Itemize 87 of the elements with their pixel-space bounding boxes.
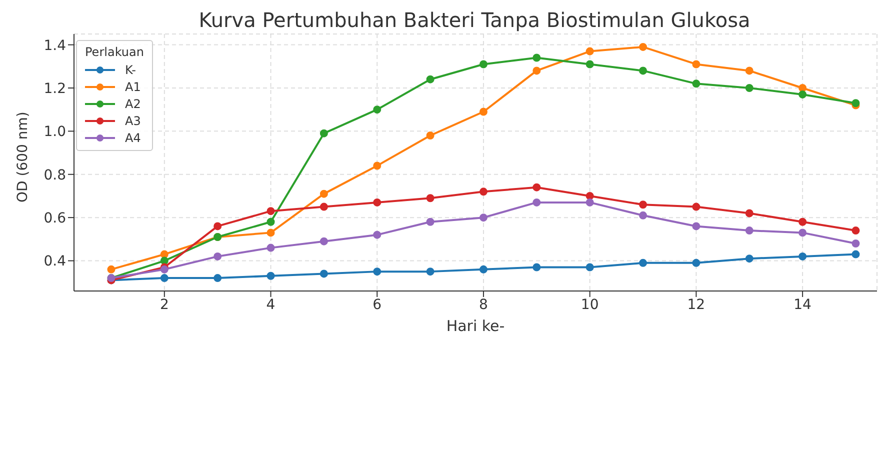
point xyxy=(798,218,807,226)
point xyxy=(160,250,168,258)
chart-title: Kurva Pertumbuhan Bakteri Tanpa Biostimulan Glukosa xyxy=(198,8,752,32)
point xyxy=(479,60,488,68)
point xyxy=(745,254,754,263)
legend-label: A4 xyxy=(125,130,141,144)
point xyxy=(426,194,434,202)
x-axis-title: Hari ke- xyxy=(446,317,505,335)
point xyxy=(160,256,168,265)
x-tick-label: 12 xyxy=(687,296,706,313)
point xyxy=(266,244,275,252)
point xyxy=(479,188,488,196)
point xyxy=(532,198,541,206)
point xyxy=(745,226,754,235)
point xyxy=(266,218,275,226)
point xyxy=(745,209,754,218)
point xyxy=(373,162,382,170)
point xyxy=(798,90,807,98)
point xyxy=(373,268,382,276)
point xyxy=(214,274,222,282)
y-tick-label: 1.0 xyxy=(44,124,66,140)
point xyxy=(214,222,222,230)
point xyxy=(586,192,594,200)
y-axis-title: OD (600 nm) xyxy=(14,112,31,202)
legend-label: K- xyxy=(125,62,136,76)
point xyxy=(639,258,648,267)
legend-label: A2 xyxy=(125,96,141,110)
point xyxy=(160,274,168,282)
point xyxy=(373,198,382,206)
point xyxy=(852,239,860,248)
point xyxy=(426,218,434,226)
point xyxy=(692,80,700,88)
point xyxy=(639,200,648,209)
point xyxy=(479,265,488,274)
point xyxy=(798,228,807,237)
x-tick-label: 4 xyxy=(266,296,276,313)
point xyxy=(692,222,700,230)
y-tick-label: 0.4 xyxy=(44,254,66,270)
point xyxy=(532,66,541,75)
point xyxy=(852,226,860,235)
point xyxy=(532,263,541,272)
point xyxy=(320,202,328,211)
point xyxy=(745,84,754,92)
point xyxy=(426,75,434,84)
point xyxy=(639,211,648,220)
legend-label: A3 xyxy=(125,114,141,128)
x-tick-label: 6 xyxy=(372,296,382,313)
point xyxy=(320,270,328,278)
point xyxy=(692,60,700,68)
point xyxy=(586,60,594,68)
point xyxy=(532,183,541,192)
point xyxy=(639,42,648,51)
point xyxy=(266,272,275,280)
point xyxy=(639,66,648,75)
point xyxy=(266,207,275,216)
x-tick-label: 14 xyxy=(794,296,812,313)
point xyxy=(426,132,434,140)
legend-label: A1 xyxy=(125,80,141,94)
point xyxy=(373,230,382,239)
point xyxy=(586,47,594,56)
x-tick-label: 8 xyxy=(479,296,488,313)
point xyxy=(798,252,807,260)
point xyxy=(586,263,594,272)
point xyxy=(214,252,222,260)
point xyxy=(479,108,488,116)
point xyxy=(266,228,275,237)
x-tick-label: 10 xyxy=(580,296,599,313)
point xyxy=(320,237,328,246)
legend-title: Perlakuan xyxy=(85,45,144,59)
y-tick-label: 1.2 xyxy=(44,80,66,97)
point xyxy=(532,54,541,62)
point xyxy=(107,265,116,274)
point xyxy=(852,250,860,258)
y-tick-label: 0.8 xyxy=(44,167,66,184)
point xyxy=(320,129,328,138)
point xyxy=(373,106,382,114)
point xyxy=(320,190,328,198)
point xyxy=(798,84,807,92)
y-tick-label: 1.4 xyxy=(44,38,66,54)
point xyxy=(426,268,434,276)
point xyxy=(479,214,488,222)
x-tick-label: 2 xyxy=(160,296,169,313)
point xyxy=(745,66,754,75)
point xyxy=(692,258,700,267)
point xyxy=(586,198,594,206)
point xyxy=(692,202,700,211)
y-tick-label: 0.6 xyxy=(44,210,66,227)
